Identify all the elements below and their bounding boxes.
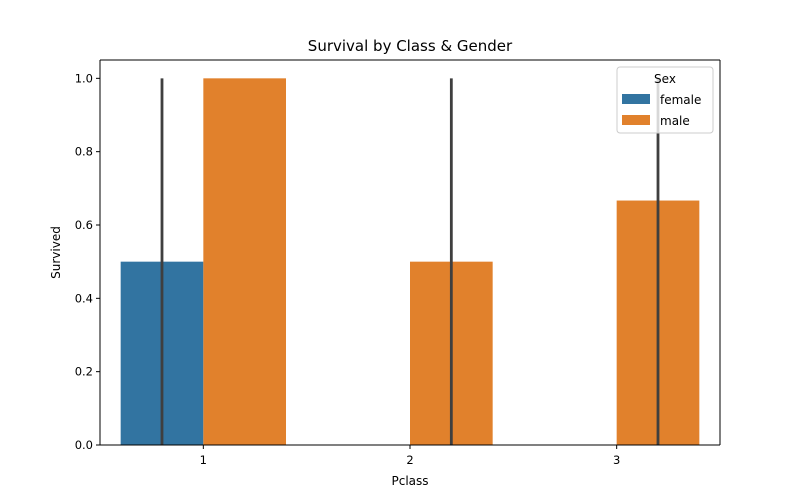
error-bars-layer [160, 78, 660, 445]
y-tick-label: 0.0 [75, 438, 93, 452]
chart-title: Survival by Class & Gender [308, 37, 513, 55]
bars-layer [120, 78, 700, 445]
x-axis-label: Pclass [391, 474, 428, 488]
x-tick-label: 1 [200, 453, 207, 467]
legend-swatch-male [622, 115, 650, 125]
x-ticks: 1 2 3 [200, 445, 620, 467]
y-axis-label: Survived [49, 226, 63, 279]
legend-title: Sex [654, 72, 676, 86]
y-ticks: 0.0 0.2 0.4 0.6 0.8 1.0 [75, 71, 100, 452]
y-tick-label: 0.6 [75, 218, 93, 232]
legend-label-male: male [660, 114, 690, 128]
y-tick-label: 0.8 [75, 145, 93, 159]
legend-label-female: female [660, 93, 701, 107]
bar-male-pclass-1 [203, 78, 286, 445]
x-tick-label: 2 [406, 453, 413, 467]
y-tick-label: 0.4 [75, 291, 93, 305]
legend: Sex female male [616, 66, 714, 134]
legend-swatch-female [622, 94, 650, 104]
y-tick-label: 1.0 [75, 71, 93, 85]
x-tick-label: 3 [613, 453, 620, 467]
y-tick-label: 0.2 [75, 365, 93, 379]
